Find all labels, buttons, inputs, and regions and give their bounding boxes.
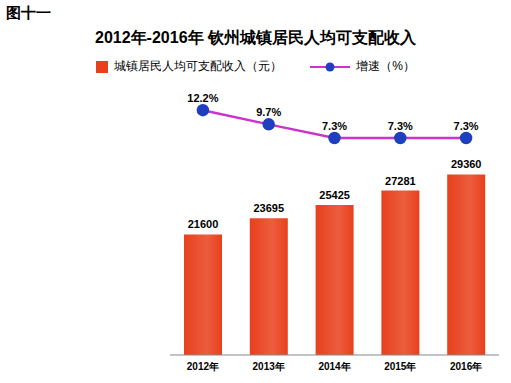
svg-text:21600: 21600: [188, 218, 219, 230]
svg-text:7.3%: 7.3%: [454, 120, 479, 132]
svg-text:2013年: 2013年: [253, 361, 285, 372]
html-text:2012年-2016年 钦州城镇居民人均可支配收入: 2012年-2016年 钦州城镇居民人均可支配收入: [95, 29, 416, 46]
svg-text:2012年: 2012年: [187, 361, 219, 372]
svg-text:12.2%: 12.2%: [187, 92, 218, 104]
svg-text:27281: 27281: [385, 175, 416, 187]
svg-text:7.3%: 7.3%: [388, 120, 413, 132]
svg-text:25425: 25425: [319, 189, 350, 201]
html-text:增速（%）: 增速（%）: [356, 59, 415, 73]
html-text:图十一: 图十一: [6, 4, 51, 21]
svg-text:7.3%: 7.3%: [322, 120, 347, 132]
svg-text:29360: 29360: [451, 158, 482, 170]
svg-text:2014年: 2014年: [318, 361, 350, 372]
svg-text:23695: 23695: [254, 202, 285, 214]
html-text:城镇居民人均可支配收入（元）: 城镇居民人均可支配收入（元）: [114, 59, 283, 73]
svg-text:9.7%: 9.7%: [256, 106, 281, 118]
svg-text:2015年: 2015年: [384, 361, 416, 372]
svg-text:2016年: 2016年: [450, 361, 482, 372]
